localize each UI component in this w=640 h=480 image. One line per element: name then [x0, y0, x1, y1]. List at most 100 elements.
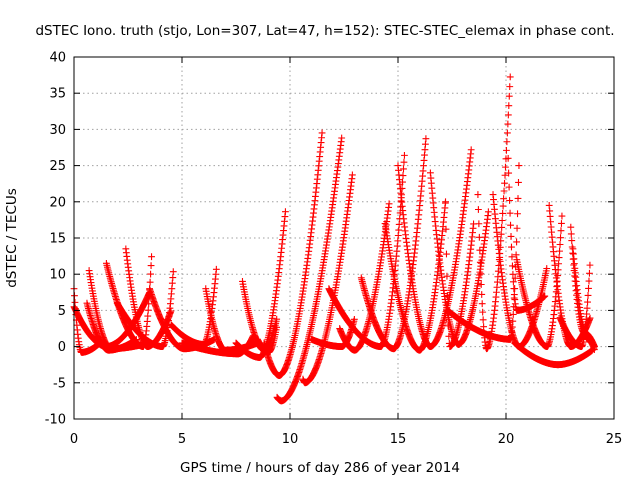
data-point — [444, 292, 451, 300]
data-point — [513, 224, 521, 232]
data-point — [543, 265, 551, 272]
data-point — [567, 230, 575, 238]
data-point — [273, 323, 281, 331]
data-point — [504, 154, 512, 162]
chart-title: dSTEC Iono. truth (stjo, Lon=307, Lat=47… — [35, 23, 614, 39]
satellite-arc — [260, 129, 326, 379]
data-point — [515, 179, 522, 186]
satellite-arc — [336, 200, 393, 354]
data-point — [512, 251, 520, 259]
y-tick-label: 25 — [49, 159, 66, 174]
data-point — [568, 237, 576, 244]
data-point — [397, 203, 405, 211]
data-point — [476, 258, 484, 266]
data-point — [501, 171, 509, 179]
data-point — [505, 169, 513, 177]
data-point — [477, 281, 485, 288]
data-point — [555, 260, 563, 268]
data-point — [541, 292, 549, 300]
satellite-arc — [381, 199, 449, 354]
data-point — [318, 129, 326, 137]
data-point — [557, 227, 565, 235]
y-tick-label: 5 — [58, 304, 66, 319]
data-point — [509, 311, 517, 318]
data-point — [443, 250, 450, 258]
data-point — [400, 158, 408, 166]
satellite-arc — [556, 261, 594, 350]
data-point — [147, 270, 154, 278]
data-marks — [70, 73, 598, 405]
data-point — [147, 262, 155, 269]
data-point — [505, 102, 513, 110]
data-point — [510, 285, 518, 292]
data-point — [350, 315, 358, 323]
data-point — [479, 308, 487, 316]
x-tick-label: 0 — [70, 432, 78, 447]
data-point — [505, 92, 513, 100]
satellite-arc — [569, 245, 598, 353]
data-point — [467, 146, 475, 154]
satellite-arc — [232, 208, 289, 361]
data-point — [558, 220, 565, 227]
satellite-arc — [83, 299, 140, 354]
data-point — [480, 323, 488, 331]
data-point — [558, 212, 566, 220]
data-point — [500, 195, 507, 203]
data-point — [442, 198, 449, 206]
data-point — [475, 233, 483, 241]
data-point — [445, 332, 453, 340]
x-tick-label: 10 — [282, 432, 299, 447]
satellite-arc — [504, 154, 549, 314]
data-point — [395, 221, 403, 228]
data-point — [556, 241, 564, 248]
data-point — [146, 278, 154, 286]
data-point — [273, 315, 281, 323]
y-tick-label: 15 — [49, 232, 66, 247]
data-point — [169, 268, 177, 276]
data-point — [385, 200, 393, 208]
data-point — [422, 135, 430, 143]
data-point — [586, 261, 594, 269]
data-point — [503, 146, 510, 154]
data-point — [504, 111, 512, 119]
data-point — [443, 272, 451, 280]
x-tick-label: 5 — [178, 432, 186, 447]
y-tick-label: 20 — [49, 195, 66, 210]
x-tick-label: 15 — [390, 432, 407, 447]
data-point — [477, 270, 485, 278]
data-point — [497, 230, 505, 238]
satellite-arc — [511, 339, 596, 369]
data-point — [169, 274, 177, 281]
data-point — [499, 209, 507, 217]
data-point — [478, 300, 486, 308]
data-point — [508, 243, 515, 251]
data-point — [509, 270, 517, 278]
data-point — [514, 210, 521, 218]
y-tick-label: -10 — [45, 413, 66, 428]
data-point — [442, 225, 450, 233]
satellite-arc — [513, 212, 566, 350]
data-point — [145, 300, 153, 308]
satellite-arc — [167, 265, 220, 348]
data-point — [583, 304, 591, 312]
satellite-arc — [325, 151, 408, 350]
data-point — [501, 179, 508, 187]
data-point — [506, 83, 514, 91]
data-point — [474, 206, 482, 213]
data-point — [400, 165, 407, 173]
data-point — [476, 246, 484, 254]
data-point — [504, 120, 512, 128]
data-point — [401, 151, 408, 159]
x-tick-label: 20 — [498, 432, 515, 447]
data-point — [500, 187, 508, 195]
data-point — [556, 247, 563, 255]
data-point — [212, 265, 220, 273]
data-point — [506, 73, 514, 81]
y-axis-label: dSTEC / TECUs — [4, 188, 20, 288]
data-point — [583, 310, 591, 318]
satellite-arc — [357, 135, 430, 353]
data-point — [505, 183, 513, 191]
satellite-arc — [273, 134, 346, 405]
x-tick-label: 25 — [606, 432, 623, 447]
